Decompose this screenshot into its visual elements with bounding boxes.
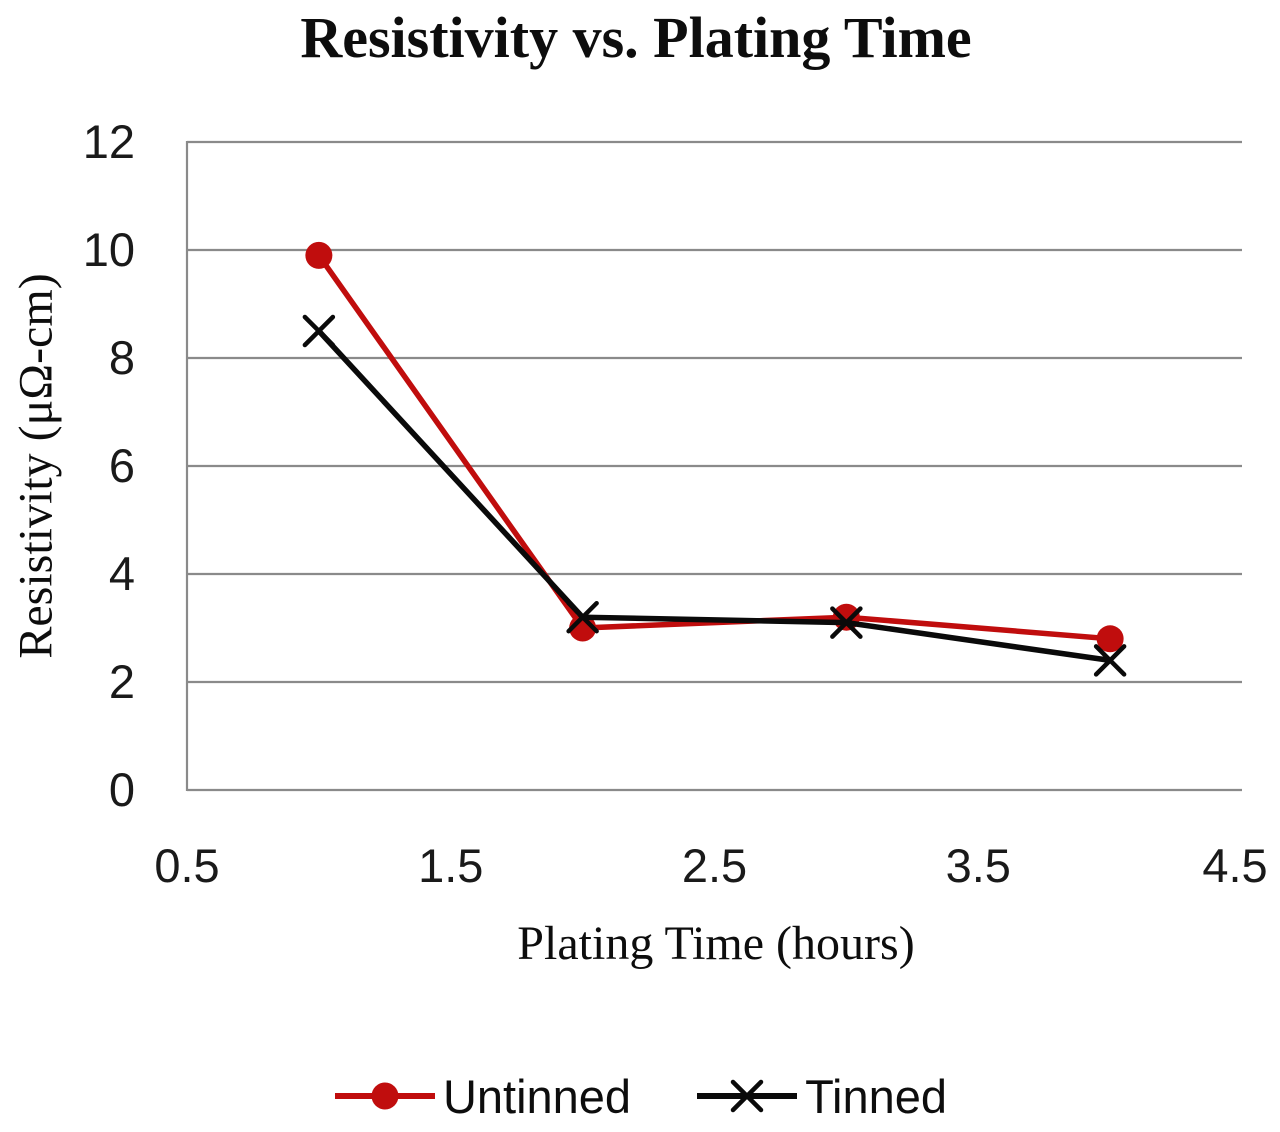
x-tick-label: 4.5: [1202, 839, 1268, 892]
y-tick-label: 0: [108, 763, 135, 816]
data-point-marker: [1093, 644, 1127, 677]
y-tick-label: 6: [108, 439, 135, 492]
untinned-marker-swatch: [334, 1082, 435, 1110]
y-tick-label: 2: [108, 655, 135, 708]
data-point-marker: [305, 241, 333, 269]
legend: Untinned Tinned: [0, 1068, 1280, 1124]
x-tick-label: 3.5: [945, 839, 1011, 892]
data-point-marker: [730, 1079, 764, 1113]
legend-label-tinned: Tinned: [805, 1069, 948, 1123]
x-tick-label: 2.5: [681, 839, 748, 892]
legend-label-untinned: Untinned: [442, 1069, 632, 1123]
tinned-marker-swatch: [697, 1079, 798, 1113]
y-tick-label: 10: [82, 223, 135, 276]
gridlines: [187, 140, 1242, 792]
y-tick-label: 4: [108, 547, 135, 600]
data-point-marker: [302, 314, 336, 348]
series-layer: [302, 241, 1127, 677]
series-line: [316, 252, 1113, 642]
data-point-marker: [1096, 625, 1124, 653]
legend-item-tinned: Tinned: [695, 1068, 947, 1124]
data-point-marker: [371, 1082, 399, 1110]
legend-item-untinned: Untinned: [333, 1068, 631, 1124]
data-point-marker: [566, 600, 599, 634]
series-tinned: [302, 314, 1127, 677]
data-point-marker: [830, 606, 863, 639]
y-tick-label: 12: [82, 115, 135, 168]
x-tick-label: 1.5: [418, 839, 484, 892]
y-tick-label: 8: [108, 331, 135, 384]
x-axis-title: Plating Time (hours): [517, 917, 915, 970]
x-tick-label: 0.5: [154, 839, 220, 892]
chart-title: Resistivity vs. Plating Time: [300, 5, 972, 70]
series-line: [316, 328, 1113, 664]
